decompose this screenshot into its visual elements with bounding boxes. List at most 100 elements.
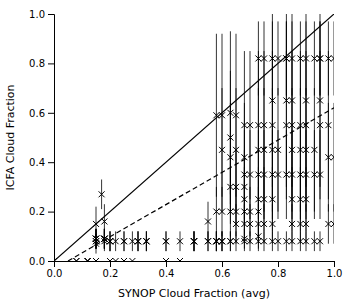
- point: [93, 236, 99, 242]
- point: [261, 122, 267, 128]
- point: [255, 196, 261, 202]
- point: [297, 55, 303, 61]
- point: [325, 221, 331, 227]
- point: [331, 55, 334, 61]
- point: [297, 238, 303, 244]
- point: [219, 209, 225, 215]
- y-axis: 0.00.20.40.60.81.0: [29, 9, 54, 267]
- tick-mark: [48, 113, 54, 114]
- point: [283, 97, 289, 103]
- point: [275, 238, 281, 244]
- point: [311, 238, 317, 244]
- point: [331, 221, 334, 227]
- point: [261, 172, 267, 178]
- point: [255, 233, 261, 239]
- tick: 0.2: [103, 261, 119, 279]
- tick-label: 0.4: [159, 268, 175, 279]
- point: [269, 55, 275, 61]
- tick-mark: [48, 261, 54, 262]
- point: [121, 258, 127, 261]
- tick-mark: [48, 63, 54, 64]
- tick-label: 0.6: [29, 108, 45, 119]
- point: [241, 221, 247, 227]
- point: [177, 238, 183, 244]
- tick-mark: [334, 261, 335, 267]
- point: [325, 154, 331, 160]
- tick-mark: [48, 162, 54, 163]
- point: [289, 147, 295, 153]
- point: [247, 172, 253, 178]
- point: [325, 122, 331, 128]
- point: [317, 55, 323, 61]
- point: [213, 238, 219, 244]
- point: [317, 172, 323, 178]
- tick-label: 0.4: [29, 157, 45, 168]
- point: [241, 122, 247, 128]
- point: [129, 238, 135, 244]
- tick-label: 0.0: [47, 268, 63, 279]
- point: [227, 135, 233, 141]
- point: [269, 172, 275, 178]
- point: [107, 238, 113, 244]
- point: [191, 238, 197, 244]
- point: [303, 55, 309, 61]
- point: [289, 172, 295, 178]
- point: [99, 191, 105, 197]
- point: [283, 122, 289, 128]
- point: [93, 236, 99, 242]
- point: [213, 238, 219, 244]
- point: [269, 221, 275, 227]
- point: [163, 238, 169, 244]
- point: [261, 221, 267, 227]
- tick: 0.8: [271, 261, 287, 279]
- tick-label: 0.6: [215, 268, 231, 279]
- point: [227, 209, 233, 215]
- point: [85, 258, 91, 261]
- point: [283, 238, 289, 244]
- point: [163, 258, 169, 261]
- point: [107, 238, 113, 244]
- point: [129, 258, 135, 261]
- point: [85, 258, 91, 261]
- tick-label: 0.2: [29, 206, 45, 217]
- point: [227, 238, 233, 244]
- point: [213, 238, 219, 244]
- point: [297, 221, 303, 227]
- tick: 0.8: [29, 58, 54, 69]
- point: [177, 258, 183, 261]
- point: [213, 238, 219, 244]
- point: [73, 258, 79, 261]
- tick-mark: [222, 261, 223, 267]
- point: [163, 238, 169, 244]
- point: [311, 172, 317, 178]
- point: [247, 238, 253, 244]
- point: [269, 196, 275, 202]
- tick: 0.6: [215, 261, 231, 279]
- point: [247, 221, 253, 227]
- point: [241, 236, 247, 242]
- point: [143, 238, 149, 244]
- point: [121, 238, 127, 244]
- point: [289, 221, 295, 227]
- tick: 0.0: [47, 261, 63, 279]
- point: [107, 258, 113, 261]
- point: [255, 172, 261, 178]
- line: [54, 14, 334, 261]
- point: [121, 238, 127, 244]
- point: [85, 258, 91, 261]
- point: [191, 238, 197, 244]
- point: [135, 238, 141, 244]
- point: [311, 55, 317, 61]
- point: [219, 238, 225, 244]
- tick: 0.4: [29, 157, 54, 168]
- tick: 1.0: [327, 261, 343, 279]
- point: [93, 236, 99, 242]
- y-axis-title: ICFA Cloud Fraction: [4, 84, 17, 190]
- point: [275, 147, 281, 153]
- point: [247, 209, 253, 215]
- tick-mark: [48, 212, 54, 213]
- line: [68, 108, 334, 261]
- point: [241, 209, 247, 215]
- point: [233, 238, 239, 244]
- point: [233, 221, 239, 227]
